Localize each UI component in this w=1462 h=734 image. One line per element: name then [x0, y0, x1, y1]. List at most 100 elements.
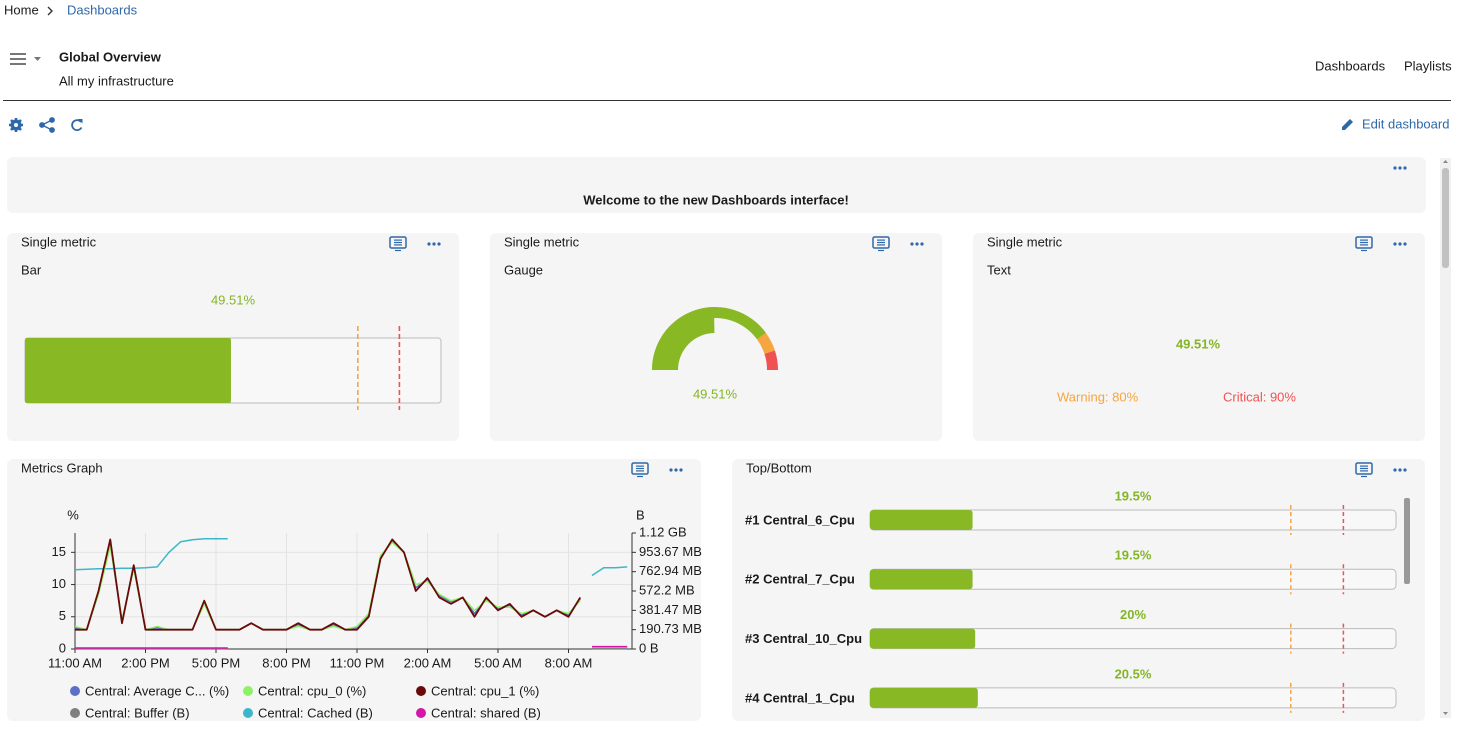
widget-panel: [7, 233, 459, 441]
y2-tick-label: 1.12 GB: [639, 524, 687, 539]
x-tick-label: 2:00 PM: [121, 655, 169, 670]
widget-panel: [973, 233, 1425, 441]
widget-title: Single metric: [21, 234, 97, 249]
nav-link[interactable]: Playlists: [1404, 58, 1452, 73]
item-value-label: 19.5%: [1115, 488, 1152, 503]
dot: [679, 468, 683, 472]
metric-value: 49.51%: [1176, 336, 1221, 351]
breadcrumb-separator: [47, 6, 53, 16]
y-tick-label: 0: [59, 640, 66, 655]
dot: [1393, 468, 1397, 472]
more-options-button[interactable]: [1393, 166, 1407, 170]
dot: [1398, 242, 1402, 246]
more-options-button[interactable]: [1393, 242, 1407, 246]
legend-item[interactable]: Central: Buffer (B): [70, 705, 190, 720]
description-button[interactable]: [631, 462, 649, 478]
legend-swatch: [243, 686, 253, 696]
edit-dashboard-button[interactable]: Edit dashboard: [1342, 116, 1449, 131]
dot: [427, 242, 431, 246]
legend-label: Central: Cached (B): [258, 705, 373, 720]
series-line: [74, 541, 581, 631]
item-label: #4 Central_1_Cpu: [745, 690, 855, 705]
metric-value: 49.51%: [211, 292, 256, 307]
item-label: #1 Central_6_Cpu: [745, 512, 855, 527]
item-value-label: 20.5%: [1115, 666, 1152, 681]
item-label: #2 Central_7_Cpu: [745, 572, 855, 587]
series-line: [75, 645, 628, 649]
item-bar-fill: [870, 628, 976, 649]
page-subtitle: All my infrastructure: [59, 73, 174, 88]
page-scrollbar-thumb[interactable]: [1442, 168, 1449, 268]
dot: [1393, 242, 1397, 246]
warning-threshold-label: Warning: 80%: [1057, 389, 1139, 404]
nav-link[interactable]: Dashboards: [1315, 58, 1386, 73]
dot: [920, 242, 924, 246]
edit-dashboard-label[interactable]: Edit dashboard: [1362, 116, 1449, 131]
scroll-down-arrow[interactable]: [1443, 712, 1448, 715]
dot: [437, 242, 441, 246]
legend-swatch: [416, 686, 426, 696]
header-divider: [3, 100, 1451, 101]
icon-frame: [631, 462, 649, 475]
legend-label: Central: cpu_0 (%): [258, 683, 366, 698]
description-button[interactable]: [389, 236, 407, 252]
widget-title: Top/Bottom: [746, 460, 812, 475]
widget-panel: [7, 459, 701, 721]
dot: [1403, 242, 1407, 246]
legend-label: Central: shared (B): [431, 705, 541, 720]
item-label: #3 Central_10_Cpu: [745, 631, 862, 646]
widget-panel: [490, 233, 942, 441]
settings-button[interactable]: [9, 118, 23, 132]
dot: [910, 242, 914, 246]
menu-button[interactable]: [10, 53, 41, 65]
legend-swatch: [243, 708, 253, 718]
widgets: Single metric Bar 49.51% Single metric Gauge…: [7, 166, 1425, 721]
panel-scrollbar-thumb[interactable]: [1404, 498, 1410, 584]
x-tick-label: 2:00 AM: [404, 655, 452, 670]
x-tick-label: 11:00 PM: [330, 655, 385, 670]
description-button[interactable]: [1355, 236, 1373, 252]
widget-panel: [732, 459, 1425, 721]
legend-swatch: [416, 708, 426, 718]
y2-tick-label: 0 B: [639, 640, 659, 655]
dot: [1398, 468, 1402, 472]
legend-item[interactable]: Central: cpu_0 (%): [243, 683, 366, 698]
widget-subtitle: Gauge: [504, 262, 543, 277]
legend-item[interactable]: Central: Cached (B): [243, 705, 373, 720]
x-tick-label: 8:00 PM: [262, 655, 310, 670]
x-tick-label: 5:00 PM: [192, 655, 240, 670]
dot: [915, 242, 919, 246]
dot: [674, 468, 678, 472]
scroll-up-arrow[interactable]: [1443, 160, 1448, 163]
y-tick-label: 5: [59, 608, 66, 623]
breadcrumb-current[interactable]: Dashboards: [67, 2, 138, 17]
widget-title: Single metric: [987, 234, 1063, 249]
critical-threshold-label: Critical: 90%: [1223, 389, 1296, 404]
legend-item[interactable]: Central: cpu_1 (%): [416, 683, 539, 698]
more-options-button[interactable]: [427, 242, 441, 246]
item-value-label: 20%: [1120, 607, 1146, 622]
description-button[interactable]: [1355, 462, 1373, 478]
more-options-button[interactable]: [910, 242, 924, 246]
share-button[interactable]: [39, 117, 55, 133]
x-tick-label: 5:00 AM: [474, 655, 522, 670]
breadcrumb-home[interactable]: Home: [4, 2, 39, 17]
legend-item[interactable]: Central: shared (B): [416, 705, 541, 720]
series-line: [74, 538, 628, 577]
item-bar-fill: [870, 687, 978, 708]
item-bar-fill: [870, 510, 973, 530]
legend-item[interactable]: Central: Average C... (%): [70, 683, 229, 698]
dot: [1403, 166, 1407, 170]
description-button[interactable]: [872, 236, 890, 252]
more-options-button[interactable]: [669, 468, 683, 472]
series-line: [75, 538, 582, 631]
dot: [1403, 468, 1407, 472]
dot: [1393, 166, 1397, 170]
y2-tick-label: 381.47 MB: [639, 602, 702, 617]
widget-title: Single metric: [504, 234, 580, 249]
more-options-button[interactable]: [1393, 468, 1407, 472]
refresh-button[interactable]: [71, 119, 83, 132]
widget-subtitle: Text: [987, 262, 1011, 277]
